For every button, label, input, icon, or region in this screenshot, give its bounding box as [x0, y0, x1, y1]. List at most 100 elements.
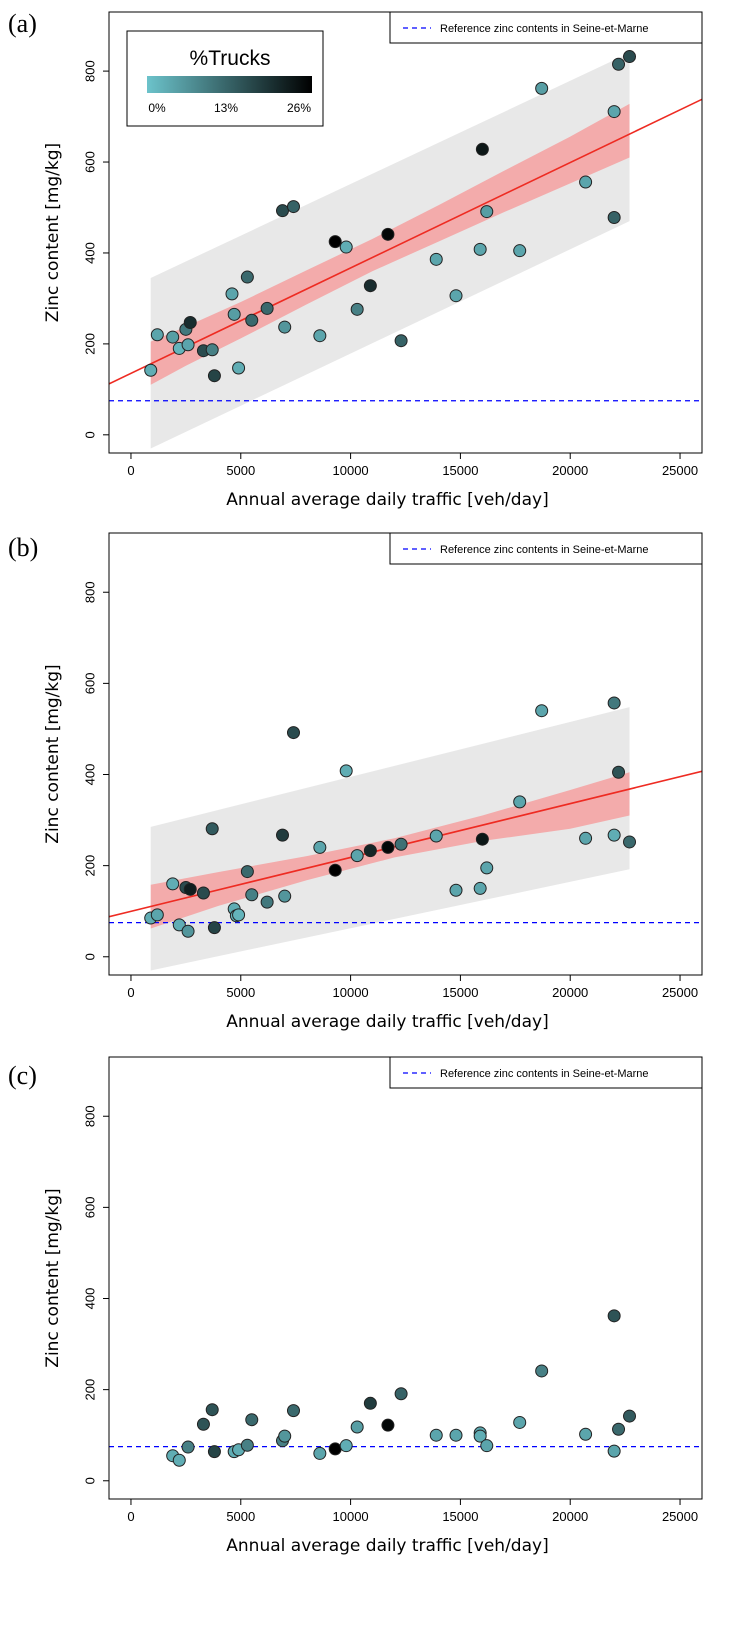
data-point [207, 921, 221, 935]
x-tick-label: 5000 [226, 463, 255, 478]
x-tick-label: 20000 [552, 1509, 588, 1524]
data-point [623, 835, 637, 849]
data-point [150, 328, 164, 342]
data-point [313, 840, 327, 854]
panel-label: (a) [8, 9, 37, 38]
data-point [607, 210, 621, 224]
data-point [513, 1415, 527, 1429]
x-tick-label: 5000 [226, 1509, 255, 1524]
data-point [276, 204, 290, 218]
color-key-label: 13% [214, 101, 238, 115]
data-point [429, 1428, 443, 1442]
y-axis-label: Zinc content [mg/kg] [43, 143, 63, 322]
prediction-band [150, 707, 630, 971]
plot-area [109, 50, 702, 449]
plot-area [109, 696, 702, 971]
x-tick-label: 0 [127, 1509, 134, 1524]
data-point [473, 881, 487, 895]
data-point [196, 1417, 210, 1431]
x-tick-label: 25000 [662, 1509, 698, 1524]
x-axis-label: Annual average daily traffic [veh/day] [226, 1536, 548, 1556]
data-point [350, 302, 364, 316]
y-tick-label: 800 [82, 60, 97, 82]
color-key: %Trucks 0% 13% 26% [126, 30, 324, 127]
data-point [144, 363, 158, 377]
data-point [579, 1427, 593, 1441]
data-point [286, 200, 300, 214]
x-tick-label: 0 [127, 985, 134, 1000]
data-point [623, 50, 637, 64]
legend-box [389, 1056, 703, 1089]
y-tick-label: 400 [82, 764, 97, 786]
x-tick-label: 15000 [442, 985, 478, 1000]
data-point [166, 877, 180, 891]
data-point [473, 1429, 487, 1443]
legend-box [389, 532, 703, 565]
x-tick-label: 20000 [552, 985, 588, 1000]
data-point [394, 1387, 408, 1401]
y-tick-label: 200 [82, 1379, 97, 1401]
y-tick-label: 0 [82, 953, 97, 960]
x-tick-label: 25000 [662, 985, 698, 1000]
data-point [172, 1453, 186, 1467]
data-point [579, 831, 593, 845]
data-point [328, 863, 342, 877]
data-point [513, 244, 527, 258]
data-point [313, 329, 327, 343]
data-point [225, 287, 239, 301]
data-point [475, 832, 489, 846]
y-tick-label: 600 [82, 1197, 97, 1219]
data-point [276, 828, 290, 842]
data-point [381, 1418, 395, 1432]
data-point [607, 105, 621, 119]
y-tick-label: 400 [82, 1288, 97, 1310]
data-point [429, 829, 443, 843]
panel-label: (b) [8, 533, 38, 562]
y-tick-label: 400 [82, 242, 97, 264]
color-key-title: %Trucks [190, 47, 271, 70]
y-tick-label: 800 [82, 1105, 97, 1127]
chart-panel-1: (b) 0 5000 10000 15000 20000 25000 0 200 400 600 80… [8, 532, 703, 1032]
data-point [183, 882, 197, 896]
color-key-label: 0% [148, 101, 166, 115]
data-point [313, 1446, 327, 1460]
data-point [227, 307, 241, 321]
data-point [278, 1429, 292, 1443]
data-point [363, 1396, 377, 1410]
data-point [181, 1440, 195, 1454]
data-point [473, 242, 487, 256]
data-point [607, 696, 621, 710]
legend: Reference zinc contents in Seine-et-Marn… [389, 1056, 703, 1089]
x-tick-label: 5000 [226, 985, 255, 1000]
x-tick-label: 10000 [333, 985, 369, 1000]
data-point [328, 235, 342, 249]
data-point [339, 1439, 353, 1453]
plot-area [109, 1309, 702, 1467]
data-point [394, 334, 408, 348]
data-point [205, 343, 219, 357]
data-point [535, 81, 549, 95]
data-point [166, 330, 180, 344]
data-point [339, 240, 353, 254]
x-tick-label: 0 [127, 463, 134, 478]
data-point [381, 840, 395, 854]
data-point [612, 765, 626, 779]
legend-text: Reference zinc contents in Seine-et-Marn… [440, 1068, 649, 1080]
data-point [535, 1364, 549, 1378]
data-point [480, 205, 494, 219]
data-point [232, 361, 246, 375]
color-key-gradient [147, 76, 312, 93]
data-point [579, 175, 593, 189]
data-point [181, 924, 195, 938]
data-point [245, 1413, 259, 1427]
y-tick-label: 200 [82, 333, 97, 355]
confidence-band [150, 103, 630, 385]
legend-box [389, 11, 703, 44]
data-point [172, 918, 186, 932]
data-point [607, 828, 621, 842]
panel-label: (c) [8, 1061, 37, 1090]
legend-text: Reference zinc contents in Seine-et-Marn… [440, 23, 649, 35]
data-point [449, 289, 463, 303]
data-point [381, 227, 395, 241]
